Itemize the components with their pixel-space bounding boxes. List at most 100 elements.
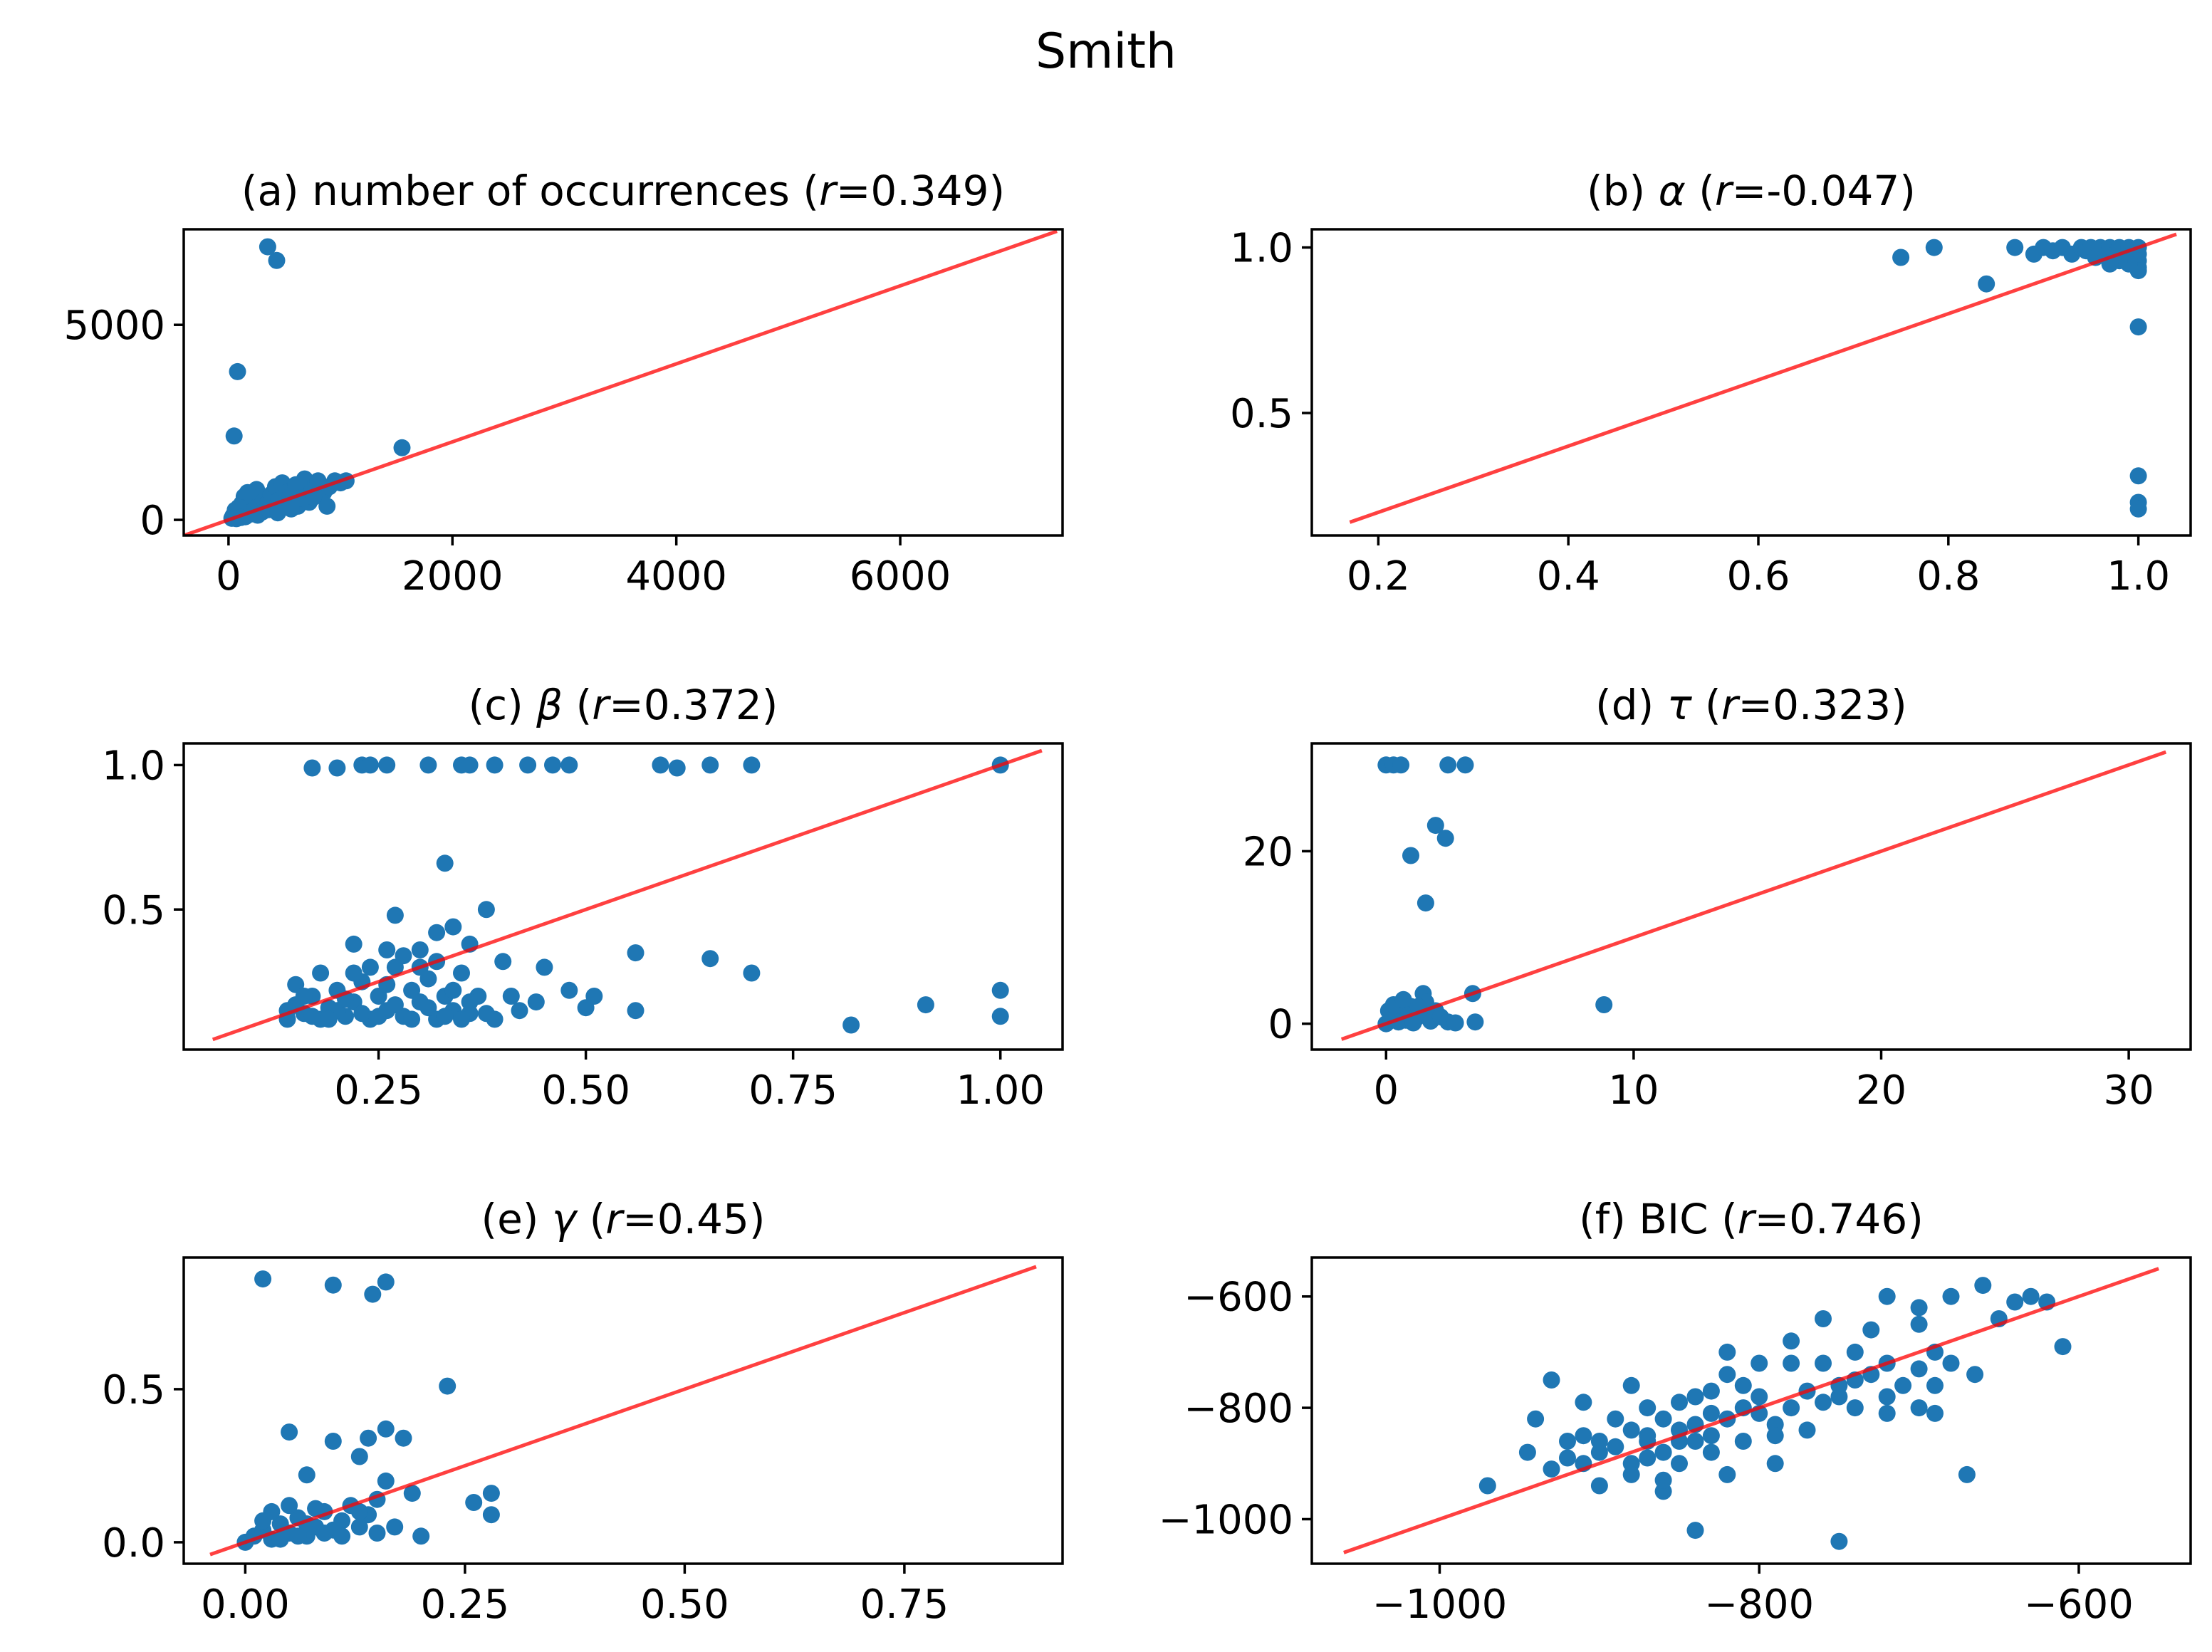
panel-d-ytick-label-1: 20 xyxy=(1243,829,1293,875)
panel-f-point-89 xyxy=(1590,1433,1608,1450)
panel-e-xtick-label-1: 0.25 xyxy=(421,1582,510,1628)
panel-e-point-13 xyxy=(403,1485,421,1502)
panel-d-xtick-label-3: 30 xyxy=(2103,1067,2154,1114)
panel-c-point-4 xyxy=(378,756,396,774)
panel-f-point-16 xyxy=(1926,1376,1944,1394)
panel-f-point-22 xyxy=(2006,1293,2024,1311)
panel-a-point-47 xyxy=(269,504,286,522)
panel-c-title-part: (c) xyxy=(469,681,537,729)
panel-b-point-1 xyxy=(1925,239,1943,256)
panel-f-point-55 xyxy=(1783,1399,1800,1417)
panel-c-point-75 xyxy=(461,993,479,1011)
panel-b-xtick-label-4: 1.0 xyxy=(2107,553,2170,600)
panel-f-point-23 xyxy=(2022,1287,2040,1305)
panel-e-point-8 xyxy=(377,1420,395,1438)
panel-e-point-5 xyxy=(281,1423,298,1441)
panel-a-xtick-label-2: 4000 xyxy=(625,553,727,600)
panel-f-point-80 xyxy=(1783,1332,1800,1350)
panel-d-title: (d) τ (r=0.323) xyxy=(1595,681,1907,729)
panel-c-point-30 xyxy=(560,981,578,999)
panel-c-points xyxy=(278,756,1009,1034)
panel-f-point-74 xyxy=(1607,1410,1624,1428)
panel-c-point-10 xyxy=(544,756,561,774)
panel-c-point-11 xyxy=(560,756,578,774)
panel-e-ytick-label-0: 0.0 xyxy=(102,1520,165,1567)
panel-f-point-66 xyxy=(1654,1471,1672,1489)
panel-f-point-35 xyxy=(1686,1388,1704,1406)
panel-b-fit-line xyxy=(1349,232,2177,524)
panel-b-xtick-label-3: 0.8 xyxy=(1916,553,1980,600)
panel-f-point-26 xyxy=(1910,1299,1928,1317)
panel-d-point-30 xyxy=(1394,990,1412,1008)
panel-c-point-38 xyxy=(917,996,934,1014)
panel-d-ytick-label-0: 0 xyxy=(1268,1002,1293,1048)
panel-e: (e) γ (r=0.45) 0.00 0.25 0.50 0.75 0.0 0.5 xyxy=(102,1195,1064,1628)
panel-b-ytick-label-0: 0.5 xyxy=(1230,391,1293,437)
panel-c-point-1 xyxy=(328,759,346,777)
panel-f-point-83 xyxy=(1878,1404,1896,1422)
panel-f-point-39 xyxy=(1622,1421,1640,1439)
panel-c-point-74 xyxy=(444,981,462,999)
panel-c-title: (c) β (r=0.372) xyxy=(469,681,778,729)
panel-f-point-78 xyxy=(1718,1343,1736,1361)
panel-f-point-25 xyxy=(2054,1338,2072,1356)
panel-c-point-7 xyxy=(461,756,479,774)
panel-c-xtick-label-2: 0.75 xyxy=(748,1067,838,1114)
panel-d-xtick-label-0: 0 xyxy=(1373,1067,1399,1114)
panel-b-title-part: ( xyxy=(1686,167,1715,215)
panel-b-point-2 xyxy=(1978,275,1996,293)
panel-f-point-50 xyxy=(1702,1427,1720,1445)
panel-c-point-8 xyxy=(486,756,504,774)
panel-d-fit-line xyxy=(1340,750,2167,1041)
panel-f-point-34 xyxy=(1702,1404,1720,1422)
panel-e-point-6 xyxy=(324,1433,342,1450)
panel-c-point-19 xyxy=(444,918,462,936)
panel-e-point-15 xyxy=(465,1494,483,1511)
panel-e-title-part: γ xyxy=(552,1195,578,1243)
panel-e-point-30 xyxy=(333,1512,351,1530)
panel-f-title-part: =0.746) xyxy=(1755,1195,1924,1243)
panel-e-point-43 xyxy=(289,1527,307,1545)
panel-c-point-71 xyxy=(395,947,412,965)
panel-f-point-86 xyxy=(1639,1427,1657,1445)
panel-e-point-3 xyxy=(377,1273,395,1291)
panel-a-point-0 xyxy=(259,238,276,256)
panel-e-point-12 xyxy=(377,1472,395,1490)
panel-c-point-14 xyxy=(701,756,719,774)
panel-c-point-25 xyxy=(494,953,512,971)
panel-e-point-11 xyxy=(350,1448,368,1465)
panel-c-point-69 xyxy=(361,958,379,976)
panel-c-point-35 xyxy=(511,1002,528,1020)
panel-f-point-19 xyxy=(1966,1366,1984,1384)
panel-a-point-2 xyxy=(229,362,246,380)
panel-f-point-70 xyxy=(1671,1455,1688,1473)
panel-e-point-39 xyxy=(333,1527,351,1545)
panel-f-point-62 xyxy=(1894,1376,1912,1394)
panel-c-point-80 xyxy=(370,1008,387,1025)
panel-d-frame xyxy=(1310,742,2192,1051)
panel-c-point-34 xyxy=(627,1002,645,1020)
panel-e-point-41 xyxy=(368,1525,386,1542)
panel-b-title-part: r xyxy=(1715,167,1734,215)
panel-a-frame xyxy=(182,228,1064,537)
panel-f-title-part: (f) BIC ( xyxy=(1579,1195,1738,1243)
panel-e-point-40 xyxy=(350,1502,368,1520)
panel-c-point-20 xyxy=(428,924,446,941)
panel-e-point-42 xyxy=(271,1530,289,1548)
panel-e-point-14 xyxy=(412,1527,430,1545)
panel-b-xtick-label-2: 0.6 xyxy=(1726,553,1790,600)
panel-d-title-part: r xyxy=(1721,681,1741,729)
panel-d-point-6 xyxy=(1436,830,1454,847)
panel-f-point-85 xyxy=(1926,1404,1944,1422)
panel-f-point-84 xyxy=(1910,1399,1928,1417)
panel-f-point-11 xyxy=(1830,1532,1848,1550)
panel-a-xtick-label-0: 0 xyxy=(216,553,241,600)
panel-f-point-37 xyxy=(1654,1410,1672,1428)
panel-c-point-3 xyxy=(361,756,379,774)
panel-e-point-10 xyxy=(298,1466,315,1484)
panel-f-point-32 xyxy=(1734,1376,1752,1394)
panel-c-title-part: ( xyxy=(563,681,592,729)
panel-f-point-47 xyxy=(1654,1443,1672,1461)
panel-c-point-83 xyxy=(419,999,437,1017)
panel-b-xtick-label-1: 0.4 xyxy=(1537,553,1600,600)
